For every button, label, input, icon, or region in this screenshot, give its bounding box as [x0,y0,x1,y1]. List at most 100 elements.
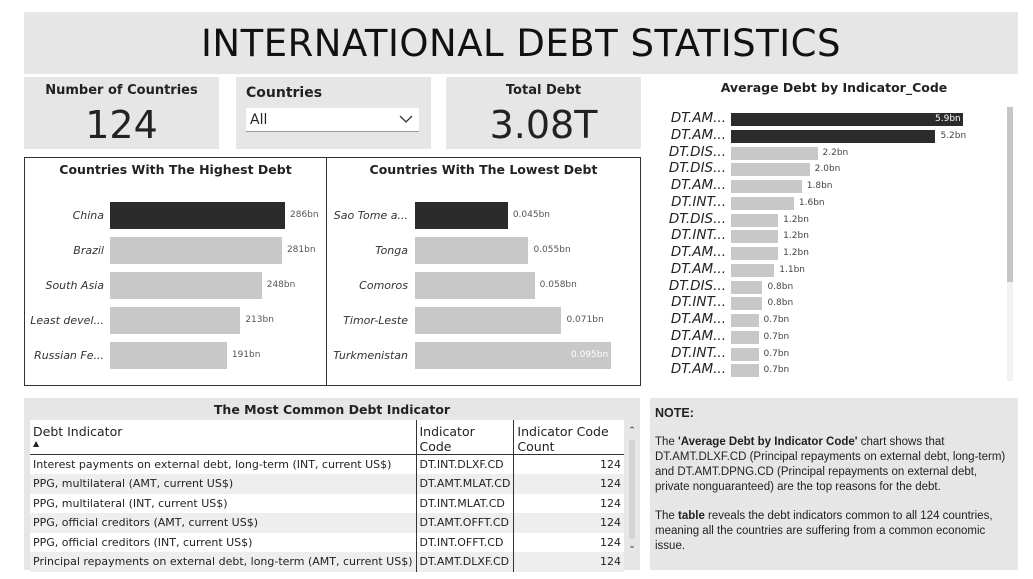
highest-debt-bar-row[interactable]: Brazil 281bn [25,237,326,265]
table-row[interactable]: PPG, official creditors (INT, current US… [30,532,624,552]
average-debt-bar-row[interactable]: DT.DIS... 2.0bn [650,160,1010,177]
average-debt-bar-row[interactable]: DT.AM... 1.8bn [650,177,1010,194]
scrollbar-thumb[interactable] [1007,107,1013,282]
average-debt-value-label: 1.8bn [806,181,833,191]
table-row[interactable]: PPG, multilateral (INT, current US$) DT.I… [30,493,624,513]
average-debt-scrollbar[interactable] [1007,107,1013,381]
average-debt-value-label: 0.8bn [767,281,794,292]
table-row[interactable]: Principal repayments on external debt, l… [30,552,624,572]
debt-indicator-cell: Interest payments on external debt, long… [30,454,417,474]
table-row[interactable]: Interest payments on external debt, long… [30,454,624,474]
slicer-title: Countries [246,85,323,101]
average-debt-bar-row[interactable]: DT.DIS... 2.2bn [650,143,1010,161]
average-debt-category-label: DT.INT... [671,344,726,361]
average-debt-category-label: DT.DIS... [668,143,726,160]
countries-dropdown[interactable]: All [246,108,419,132]
lowest-debt-bar[interactable] [415,237,529,264]
average-debt-bar[interactable] [731,297,763,311]
average-debt-bar[interactable] [731,129,936,143]
indicator-count-cell: 124 [600,458,621,471]
average-debt-category-label: DT.DIS... [668,277,726,294]
table-area: Debt Indicator ▲ Indicator Code Indicato… [30,420,624,572]
average-debt-bar-row[interactable]: DT.INT... 1.6bn [650,193,1010,211]
average-debt-bar[interactable] [731,113,963,126]
average-debt-bar-row[interactable]: DT.AM... 0.7bn [650,361,1010,378]
lowest-debt-bar-row[interactable]: Comoros 0.058bn [327,272,640,300]
table-scrollbar[interactable]: ⌃ ⌄ [627,426,637,554]
average-debt-bar-row[interactable]: DT.AM... 5.9bn [650,110,1010,127]
total-debt-kpi-card: Total Debt 3.08T [446,77,641,149]
lowest-debt-bar[interactable] [415,307,562,334]
average-debt-category-label: DT.INT... [671,193,726,210]
lowest-debt-bar[interactable] [415,202,508,229]
average-debt-value-label: 0.7bn [763,331,790,342]
average-debt-value-label: 0.7bn [763,315,790,325]
indicator-code-cell: DT.AMT.MLAT.CD [416,474,515,494]
column-header-debt-indicator[interactable]: Debt Indicator ▲ [30,420,417,455]
table-row[interactable]: PPG, multilateral (AMT, current US$) DT.A… [30,474,624,494]
average-debt-bar[interactable] [731,314,759,327]
highest-debt-bar[interactable] [110,307,241,334]
table-scroll-thumb[interactable] [629,440,635,538]
average-debt-bar[interactable] [731,230,779,244]
average-debt-bar[interactable] [731,247,779,260]
average-debt-value-label: 1.6bn [798,197,825,208]
lowest-debt-bar[interactable] [415,342,611,369]
average-debt-bar[interactable] [731,364,759,378]
indicator-count-cell: 124 [513,552,624,572]
average-debt-bar[interactable] [731,196,794,210]
average-debt-bar[interactable] [731,180,802,193]
average-debt-bar[interactable] [731,280,763,294]
highest-debt-bar[interactable] [110,237,282,264]
highest-debt-bar-row[interactable]: South Asia 248bn [25,272,326,300]
note-title: NOTE: [655,406,694,420]
average-debt-bar[interactable] [731,347,759,361]
average-debt-value-label: 2.0bn [814,164,841,175]
lowest-debt-bar-row[interactable]: Sao Tome a... 0.045bn [327,202,640,230]
average-debt-bar-row[interactable]: DT.AM... 1.1bn [650,260,1010,278]
lowest-debt-value-label: 0.055bn [533,245,571,255]
dashboard-title: INTERNATIONAL DEBT STATISTICS [201,21,841,65]
scroll-up-icon[interactable]: ⌃ [628,426,636,436]
highest-debt-bar-row[interactable]: Least devel... 213bn [25,307,326,335]
average-debt-category-label: DT.AM... [670,126,726,143]
average-debt-bar[interactable] [731,213,779,227]
highest-debt-bar[interactable] [110,272,262,299]
scroll-down-icon[interactable]: ⌄ [628,541,636,551]
column-header-indicator-code[interactable]: Indicator Code [416,420,515,455]
average-debt-bar-row[interactable]: DT.AM... 0.7bn [650,328,1010,345]
lowest-debt-category-label: Turkmenistan [333,349,408,362]
column-header-indicator-count[interactable]: Indicator Code Count [513,420,624,455]
lowest-debt-value-label: 0.095bn [571,350,609,360]
highest-debt-bar[interactable] [110,342,227,369]
table-title: The Most Common Debt Indicator [213,402,451,417]
column-header-label: Indicator Code [419,424,475,454]
highest-debt-bar[interactable] [110,202,285,229]
table-row[interactable]: PPG, official creditors (AMT, current US… [30,513,624,533]
indicator-count-cell: 124 [600,535,621,549]
average-debt-bar[interactable] [731,146,818,160]
average-debt-bar[interactable] [731,163,810,177]
average-debt-bar-row[interactable]: DT.INT... 0.7bn [650,344,1010,362]
lowest-debt-bar[interactable] [415,272,535,299]
average-debt-bar-row[interactable]: DT.AM... 5.2bn [650,126,1010,144]
average-debt-bar-row[interactable]: DT.AM... 0.7bn [650,311,1010,328]
highest-debt-bar-row[interactable]: China 286bn [25,202,326,230]
note-paragraph-2: The table reveals the debt indicators co… [655,509,1013,554]
average-debt-bar-row[interactable]: DT.INT... 1.2bn [650,227,1010,244]
average-debt-bar[interactable] [731,330,759,344]
average-debt-value-label: 0.7bn [763,365,790,376]
average-debt-bar[interactable] [731,263,775,277]
debt-indicator-cell: PPG, official creditors (AMT, current US… [30,513,417,533]
average-debt-category-label: DT.AM... [670,260,726,277]
lowest-debt-bar-row[interactable]: Turkmenistan 0.095bn [327,342,640,370]
average-debt-bar-row[interactable]: DT.DIS... 1.2bn [650,211,1010,228]
lowest-debt-value-label: 0.058bn [539,280,577,290]
lowest-debt-bar-row[interactable]: Tonga 0.055bn [327,237,640,265]
average-debt-bar-row[interactable]: DT.DIS... 0.8bn [650,277,1010,295]
average-debt-bar-row[interactable]: DT.AM... 1.2bn [650,244,1010,261]
chevron-down-icon[interactable] [399,112,413,128]
average-debt-bar-row[interactable]: DT.INT... 0.8bn [650,294,1010,311]
highest-debt-bar-row[interactable]: Russian Fe... 191bn [25,342,326,370]
lowest-debt-bar-row[interactable]: Timor-Leste 0.071bn [327,307,640,335]
